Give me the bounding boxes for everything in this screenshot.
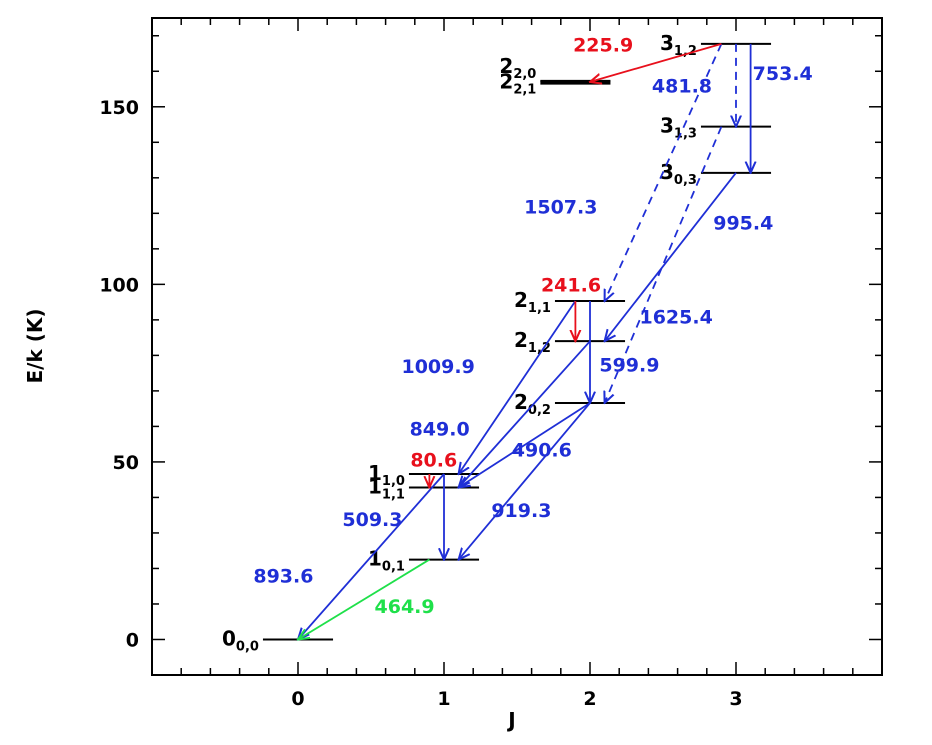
- level-label-1_11: 11,1: [368, 474, 405, 502]
- x-tick-label: 0: [291, 688, 304, 710]
- caption-fragment: [0, 736, 932, 745]
- axis-tick-labels: 0 1 2 3 0 50 100 150: [99, 97, 742, 710]
- transition-label-893_6: 893.6: [253, 566, 313, 588]
- transitions: 893.6 464.9 509.3 80.6 919.3 849.0 1009.9 490.6…: [253, 35, 813, 640]
- y-tick-label: 150: [99, 97, 139, 119]
- level-label-3_12: 31,2: [660, 31, 697, 59]
- transition-label-599_9: 599.9: [599, 354, 659, 376]
- x-tick-label: 2: [583, 688, 596, 710]
- level-label-1_10: 11,0: [368, 461, 405, 489]
- transition-line-995_4: [605, 126, 723, 403]
- transition-label-490_6: 490.6: [512, 440, 572, 462]
- y-tick-label: 50: [113, 452, 139, 474]
- transition-label-849_0: 849.0: [410, 419, 470, 441]
- y-axis-label: E/k (K): [23, 308, 47, 383]
- transition-label-481_8: 481.8: [652, 76, 712, 98]
- x-tick-label: 1: [437, 688, 450, 710]
- level-label-2_02: 20,2: [514, 390, 551, 418]
- transition-label-225_9: 225.9: [573, 35, 633, 57]
- transition-label-509_3: 509.3: [342, 509, 402, 531]
- axis-ticks: [151, 18, 883, 676]
- plot-frame: [151, 17, 883, 676]
- level-label-1_01: 10,1: [368, 547, 405, 575]
- transition-label-241_6: 241.6: [541, 274, 601, 296]
- transition-line-1507_3: [605, 43, 723, 301]
- transition-line-225_9: [590, 43, 722, 82]
- transition-label-995_4: 995.4: [713, 212, 773, 234]
- y-tick-label: 100: [99, 274, 139, 296]
- transition-label-1009_9: 1009.9: [401, 356, 474, 378]
- transition-line-849_0: [459, 340, 591, 487]
- transition-label-1507_3: 1507.3: [524, 196, 597, 218]
- transition-line-919_3: [459, 402, 591, 560]
- x-axis-label: J: [506, 708, 515, 732]
- transition-label-753_4: 753.4: [753, 63, 813, 85]
- transition-label-80_6: 80.6: [410, 450, 457, 472]
- level-label-3_03: 30,3: [660, 160, 697, 188]
- energy-levels: 00,0 10,1 11,111,0 20,2 21,2 21,1 22,122,0 30,3…: [222, 31, 772, 654]
- level-label-2_11: 21,1: [514, 288, 551, 316]
- transition-line-464_9: [298, 558, 430, 640]
- transition-label-1625_4: 1625.4: [639, 306, 712, 328]
- y-tick-label: 0: [126, 629, 139, 651]
- transition-line-490_6: [459, 402, 591, 488]
- level-label-0_00: 00,0: [222, 626, 259, 654]
- transition-label-464_9: 464.9: [375, 596, 435, 618]
- level-label-2_12: 21,2: [514, 328, 551, 356]
- x-tick-label: 3: [729, 688, 742, 710]
- level-label-2_21: 22,1: [499, 70, 536, 98]
- transition-line-1009_9: [459, 300, 577, 474]
- transition-label-919_3: 919.3: [491, 500, 551, 522]
- transition-line-1625_4: [605, 172, 737, 341]
- transition-line-893_6: [298, 473, 445, 639]
- level-label-2_20: 22,0: [499, 54, 536, 82]
